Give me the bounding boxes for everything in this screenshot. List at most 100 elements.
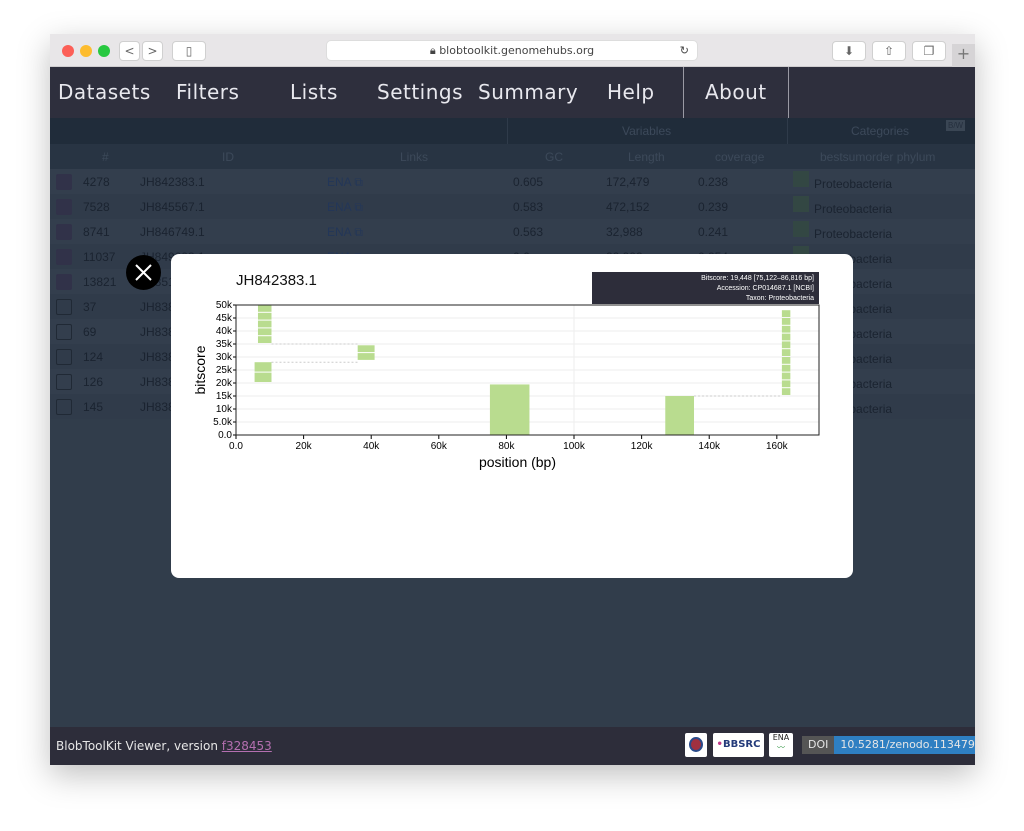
hit-bar (665, 396, 695, 435)
tooltip-taxon: Taxon: Proteobacteria (745, 295, 814, 302)
new-tab-button[interactable]: + (952, 44, 975, 67)
main-nav: Datasets Filters Lists Settings Summary … (50, 67, 975, 118)
hit-bar (257, 320, 272, 328)
nav-divider (683, 67, 684, 118)
row-category: Proteobacteria (814, 227, 893, 241)
x-tick-label: 100k (563, 441, 586, 452)
doi-badge[interactable]: DOI 10.5281/zenodo.1134794 (802, 736, 975, 754)
forward-button[interactable]: > (142, 41, 163, 61)
col-length[interactable]: Length (628, 150, 665, 164)
ena-link[interactable]: ENA ⧉ (327, 200, 363, 214)
sidebar-toggle-icon[interactable]: ▯ (172, 41, 206, 61)
row-coverage: 0.239 (698, 200, 729, 214)
y-tick-label: 15k (216, 391, 233, 402)
table-row[interactable]: 8741 JH846749.1 ENA ⧉ 0.563 32,988 0.241… (50, 219, 975, 244)
hit-bar (257, 305, 272, 312)
row-checkbox[interactable] (56, 274, 72, 290)
hit-bar (781, 349, 791, 356)
hit-tooltip: Bitscore: 19,448 [75,122–86,816 bp] Acce… (592, 272, 819, 304)
row-id: JH838 (140, 300, 175, 314)
table-row[interactable]: 7528 JH845567.1 ENA ⧉ 0.583 472,152 0.23… (50, 194, 975, 219)
nav-about[interactable]: About (705, 80, 767, 104)
row-checkbox[interactable] (56, 399, 72, 415)
nav-datasets[interactable]: Datasets (58, 80, 151, 104)
row-num: 124 (83, 350, 104, 364)
ena-logo[interactable]: ENA 〰 (769, 733, 793, 757)
hit-bar (489, 384, 530, 435)
close-window-button[interactable] (62, 45, 74, 57)
row-checkbox[interactable] (56, 349, 72, 365)
hit-bar (781, 318, 791, 325)
row-checkbox[interactable] (56, 249, 72, 265)
row-checkbox[interactable] (56, 224, 72, 240)
row-length: 472,152 (606, 200, 650, 214)
share-icon[interactable]: ⇧ (872, 41, 906, 61)
hit-bar (781, 364, 791, 372)
modal-title: JH842383.1 (236, 272, 317, 289)
x-tick-label: 140k (698, 441, 721, 452)
hit-bar (357, 345, 375, 353)
tabs-icon[interactable]: ❐ (912, 41, 946, 61)
col-id[interactable]: ID (222, 150, 234, 164)
nav-filters[interactable]: Filters (176, 80, 240, 104)
nav-divider (788, 67, 789, 118)
y-tick-label: 40k (216, 326, 233, 337)
nav-help[interactable]: Help (607, 80, 655, 104)
close-modal-button[interactable] (126, 255, 161, 290)
external-link-icon: ⧉ (354, 175, 363, 189)
version-link[interactable]: f328453 (221, 739, 272, 753)
col-num[interactable]: # (102, 150, 109, 164)
col-gc[interactable]: GC (545, 150, 563, 164)
x-axis-label: position (bp) (479, 454, 556, 470)
row-coverage: 0.241 (698, 225, 729, 239)
edinburgh-logo[interactable] (685, 733, 707, 757)
zoom-window-button[interactable] (98, 45, 110, 57)
row-num: 8741 (83, 225, 110, 239)
reload-icon[interactable]: ↻ (679, 44, 689, 57)
minimize-window-button[interactable] (80, 45, 92, 57)
row-checkbox[interactable] (56, 174, 72, 190)
hit-bar (781, 310, 791, 317)
x-tick-label: 60k (431, 441, 448, 452)
back-button[interactable]: < (119, 41, 140, 61)
col-links[interactable]: Links (400, 150, 429, 164)
variables-header: Variables (622, 124, 672, 138)
hit-plot-chart: 0.0 5.0k 10k 15k 20k 25k 30k 35k 40k 45k 50k 0.0 20k… (192, 300, 820, 470)
doi-label: DOI (802, 736, 835, 754)
hit-bar (781, 341, 791, 349)
row-id: JH838 (140, 325, 175, 339)
col-coverage[interactable]: coverage (715, 150, 765, 164)
nav-lists[interactable]: Lists (290, 80, 338, 104)
row-gc: 0.563 (513, 225, 544, 239)
row-id: JH846749.1 (140, 225, 205, 239)
address-bar[interactable]: 🔒︎ blobtoolkit.genomehubs.org ↻ (326, 40, 698, 61)
y-tick-label: 0.0 (218, 430, 232, 441)
row-num: 126 (83, 375, 104, 389)
x-tick-label: 0.0 (229, 441, 243, 452)
row-checkbox[interactable] (56, 374, 72, 390)
row-checkbox[interactable] (56, 199, 72, 215)
table-row[interactable]: 4278 JH842383.1 ENA ⧉ 0.605 172,479 0.23… (50, 169, 975, 194)
nav-summary[interactable]: Summary (478, 80, 579, 104)
row-checkbox[interactable] (56, 324, 72, 340)
row-id: JH838 (140, 350, 175, 364)
bw-toggle[interactable]: B/W (946, 120, 966, 131)
ena-link[interactable]: ENA ⧉ (327, 175, 363, 189)
row-length: 32,988 (606, 225, 643, 239)
footer: BlobToolKit Viewer, version f328453 •BBS… (50, 727, 975, 765)
ena-link[interactable]: ENA ⧉ (327, 225, 363, 239)
row-id: JH838 (140, 400, 175, 414)
row-num: 11037 (83, 250, 116, 264)
x-tick-label: 40k (363, 441, 380, 452)
hit-plot-modal: JH842383.1 Bitscore: 19,448 [75,122–86,8… (171, 254, 853, 578)
col-phylum[interactable]: bestsumorder phylum (820, 150, 936, 164)
row-checkbox[interactable] (56, 299, 72, 315)
hit-bar (781, 325, 791, 333)
category-swatch (793, 221, 809, 237)
doi-value: 10.5281/zenodo.1134794 (834, 736, 975, 754)
bbsrc-logo[interactable]: •BBSRC (713, 733, 764, 757)
browser-toolbar: < > ▯ 🔒︎ blobtoolkit.genomehubs.org ↻ ⬇ ⇧… (50, 34, 975, 67)
plot-frame (235, 304, 820, 436)
nav-settings[interactable]: Settings (377, 80, 464, 104)
download-icon[interactable]: ⬇ (832, 41, 866, 61)
